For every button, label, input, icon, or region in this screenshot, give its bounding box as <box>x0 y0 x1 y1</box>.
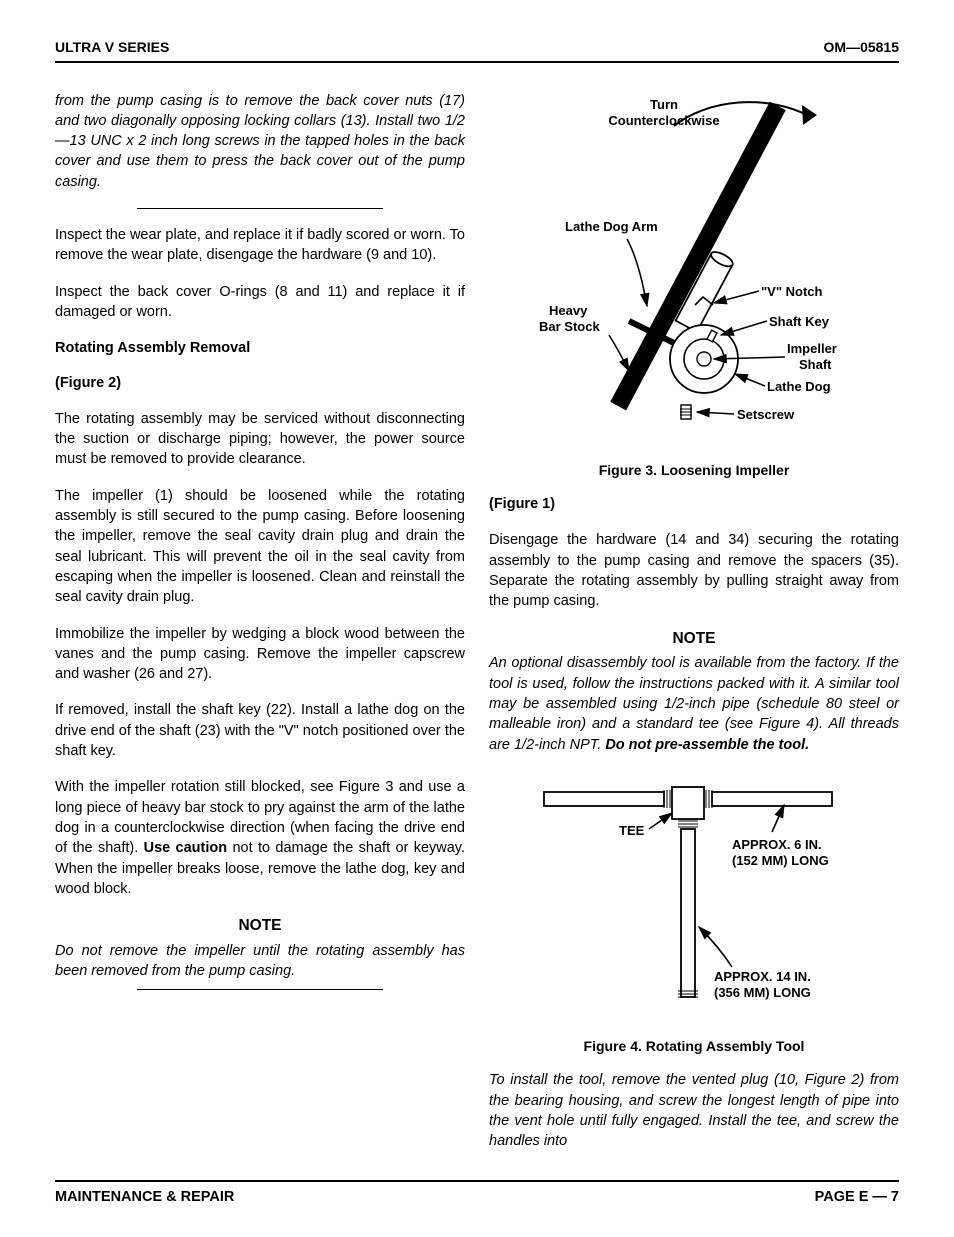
right-column: Turn Counterclockwise Lathe Dog Arm Heav… <box>489 91 899 1152</box>
paragraph: from the pump casing is to remove the ba… <box>55 91 465 192</box>
divider-rule <box>137 208 383 209</box>
label-impeller: Impeller <box>787 341 837 356</box>
note-heading: NOTE <box>489 628 899 650</box>
content-columns: from the pump casing is to remove the ba… <box>55 91 899 1152</box>
section-heading: Rotating Assembly Removal <box>55 338 465 358</box>
note-body: Do not remove the impeller until the rot… <box>55 941 465 982</box>
label-lathe-dog: Lathe Dog <box>767 379 831 394</box>
figure-4-svg: TEE APPROX. 6 IN. (152 MM) LONG APPROX. … <box>514 777 874 1027</box>
label-turn-2: Counterclockwise <box>608 113 719 128</box>
label-turn-1: Turn <box>650 97 678 112</box>
label-approx14-1: APPROX. 14 IN. <box>714 969 811 984</box>
paragraph: With the impeller rotation still blocked… <box>55 777 465 899</box>
label-heavy-1: Heavy <box>549 303 588 318</box>
header-left: ULTRA V SERIES <box>55 38 169 58</box>
figure-4: TEE APPROX. 6 IN. (152 MM) LONG APPROX. … <box>489 777 899 1057</box>
page-header: ULTRA V SERIES OM—05815 <box>55 38 899 63</box>
figure-3-svg: Turn Counterclockwise Lathe Dog Arm Heav… <box>509 91 879 451</box>
paragraph: Disengage the hardware (14 and 34) secur… <box>489 530 899 611</box>
label-shaft-key: Shaft Key <box>769 314 830 329</box>
paragraph: The impeller (1) should be loosened whil… <box>55 486 465 608</box>
bold-italic-run: Do not pre-assemble the tool. <box>605 737 809 753</box>
header-right: OM—05815 <box>824 38 899 58</box>
page-footer: MAINTENANCE & REPAIR PAGE E — 7 <box>55 1180 899 1207</box>
label-shaft: Shaft <box>799 357 832 372</box>
label-heavy-2: Bar Stock <box>539 319 600 334</box>
label-tee: TEE <box>619 823 645 838</box>
note-heading: NOTE <box>55 915 465 937</box>
paragraph: Inspect the wear plate, and replace it i… <box>55 225 465 266</box>
left-column: from the pump casing is to remove the ba… <box>55 91 465 1152</box>
label-vnotch: "V" Notch <box>761 284 822 299</box>
figure-3: Turn Counterclockwise Lathe Dog Arm Heav… <box>489 91 899 481</box>
figure-reference: (Figure 1) <box>489 494 899 514</box>
paragraph: If removed, install the shaft key (22). … <box>55 700 465 761</box>
divider-rule <box>137 989 383 990</box>
paragraph: Immobilize the impeller by wedging a blo… <box>55 624 465 685</box>
label-approx6-1: APPROX. 6 IN. <box>732 837 822 852</box>
footer-left: MAINTENANCE & REPAIR <box>55 1187 234 1207</box>
label-lathe-dog-arm: Lathe Dog Arm <box>565 219 658 234</box>
paragraph: The rotating assembly may be serviced wi… <box>55 409 465 470</box>
label-approx14-2: (356 MM) LONG <box>714 985 811 1000</box>
figure-reference: (Figure 2) <box>55 373 465 393</box>
figure-3-caption: Figure 3. Loosening Impeller <box>489 461 899 481</box>
footer-right: PAGE E — 7 <box>815 1187 899 1207</box>
paragraph: Inspect the back cover O-rings (8 and 11… <box>55 282 465 323</box>
label-approx6-2: (152 MM) LONG <box>732 853 829 868</box>
paragraph: To install the tool, remove the vented p… <box>489 1070 899 1151</box>
figure-4-caption: Figure 4. Rotating Assembly Tool <box>489 1037 899 1057</box>
label-setscrew: Setscrew <box>737 407 795 422</box>
bold-run: Use caution <box>144 840 228 856</box>
note-body: An optional disassembly tool is availabl… <box>489 653 899 754</box>
